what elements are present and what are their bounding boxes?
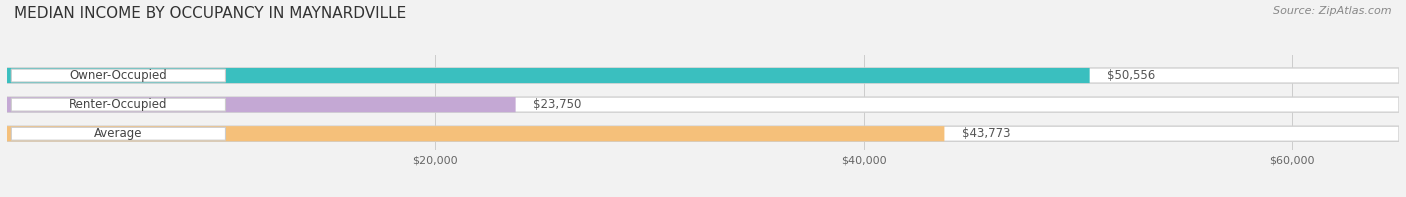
- Text: Average: Average: [94, 127, 142, 140]
- FancyBboxPatch shape: [7, 126, 1399, 141]
- FancyBboxPatch shape: [7, 126, 945, 141]
- Text: $43,773: $43,773: [962, 127, 1010, 140]
- FancyBboxPatch shape: [7, 97, 516, 112]
- Text: Owner-Occupied: Owner-Occupied: [69, 69, 167, 82]
- Text: Source: ZipAtlas.com: Source: ZipAtlas.com: [1274, 6, 1392, 16]
- FancyBboxPatch shape: [7, 68, 1399, 83]
- Text: $50,556: $50,556: [1107, 69, 1156, 82]
- FancyBboxPatch shape: [7, 68, 1090, 83]
- Text: Renter-Occupied: Renter-Occupied: [69, 98, 167, 111]
- FancyBboxPatch shape: [7, 97, 1399, 112]
- Text: $23,750: $23,750: [533, 98, 581, 111]
- FancyBboxPatch shape: [11, 69, 225, 82]
- FancyBboxPatch shape: [11, 127, 225, 140]
- FancyBboxPatch shape: [11, 98, 225, 111]
- Text: MEDIAN INCOME BY OCCUPANCY IN MAYNARDVILLE: MEDIAN INCOME BY OCCUPANCY IN MAYNARDVIL…: [14, 6, 406, 21]
